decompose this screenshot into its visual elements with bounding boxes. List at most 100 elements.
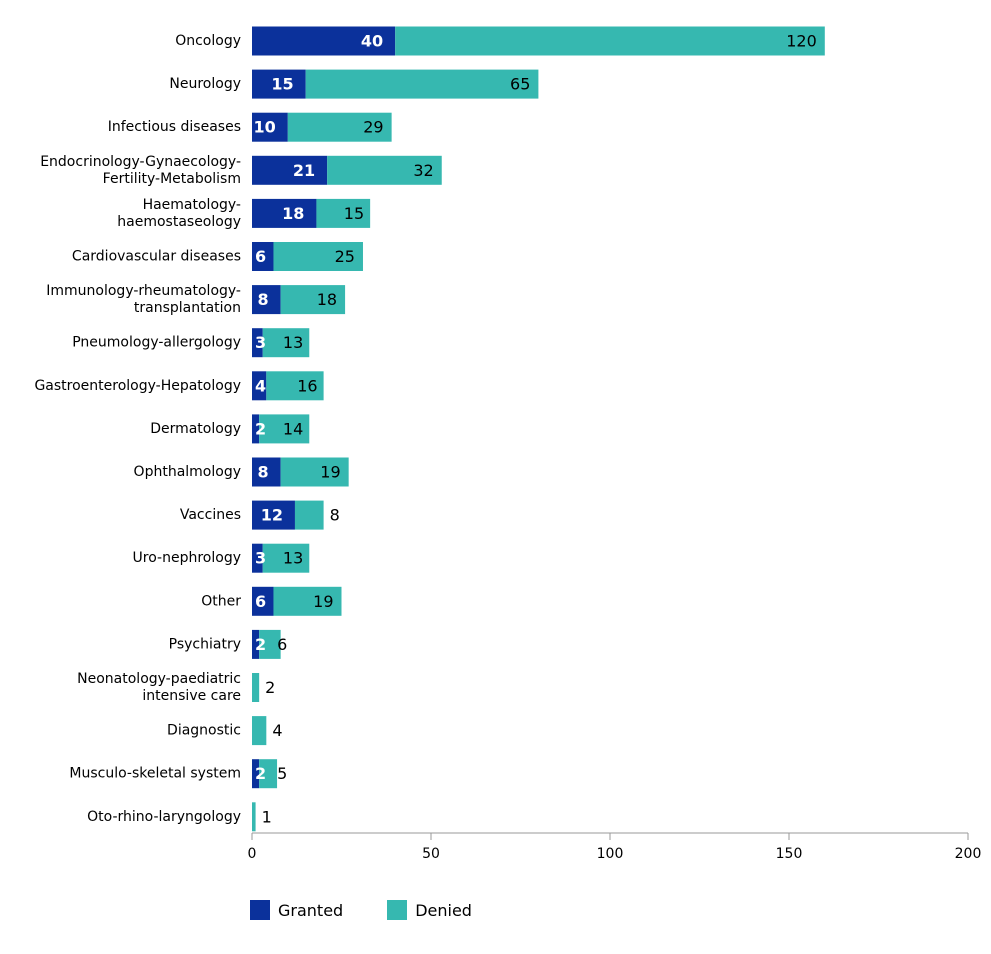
x-tick-label: 100 xyxy=(597,846,624,862)
bar-granted xyxy=(252,328,263,358)
bar-denied xyxy=(280,285,346,315)
legend-label-granted: Granted xyxy=(278,900,344,920)
bar-granted xyxy=(252,371,267,401)
bar-denied xyxy=(273,242,363,271)
category-label: Uro-nephrology xyxy=(133,550,241,566)
value-label-denied: 25 xyxy=(335,247,355,266)
value-label-granted: 6 xyxy=(255,592,266,611)
value-label-granted: 2 xyxy=(255,419,266,438)
bar-denied xyxy=(252,673,260,702)
category-label: Immunology-rheumatology-transplantation xyxy=(46,283,241,316)
bar-denied xyxy=(305,69,539,99)
bar-granted xyxy=(252,155,328,185)
category-label: Dermatology xyxy=(150,421,241,437)
value-label-granted: 3 xyxy=(255,333,266,352)
bar-denied xyxy=(262,543,310,573)
category-label: Other xyxy=(201,593,241,609)
value-label-granted: 4 xyxy=(255,376,266,395)
bar-denied xyxy=(259,759,278,789)
value-label-denied: 1 xyxy=(262,807,272,826)
bar-granted xyxy=(252,242,274,271)
category-label: Ophthalmology xyxy=(134,464,241,480)
bar-denied xyxy=(252,716,267,746)
value-label-granted: 3 xyxy=(255,549,266,568)
value-label-granted: 2 xyxy=(255,764,266,783)
value-label-denied: 13 xyxy=(283,549,303,568)
category-label: Diagnostic xyxy=(167,723,241,739)
value-label-granted: 8 xyxy=(257,290,268,309)
bar-granted xyxy=(252,285,281,315)
bar-granted xyxy=(252,500,295,530)
value-label-granted: 2 xyxy=(255,635,266,654)
value-label-denied: 4 xyxy=(272,721,282,740)
value-label-denied: 32 xyxy=(413,161,433,180)
bar-granted xyxy=(252,629,260,659)
x-tick-label: 50 xyxy=(422,846,440,862)
bar-denied xyxy=(287,112,392,142)
value-label-denied: 14 xyxy=(283,419,303,438)
value-label-granted: 21 xyxy=(293,161,315,180)
category-label: Musculo-skeletal system xyxy=(69,766,241,782)
value-label-denied: 120 xyxy=(786,32,817,51)
bar-denied xyxy=(294,500,324,530)
category-label: Cardiovascular diseases xyxy=(72,249,241,265)
legend-swatch-granted xyxy=(250,900,270,920)
bar-granted xyxy=(252,759,260,789)
category-label: Oncology xyxy=(175,33,241,49)
bar-granted xyxy=(252,586,274,616)
category-label: Gastroenterology-Hepatology xyxy=(34,378,241,394)
value-label-granted: 10 xyxy=(254,118,276,137)
value-label-denied: 2 xyxy=(265,678,275,697)
bar-denied xyxy=(262,328,310,358)
category-label: Psychiatry xyxy=(169,636,241,652)
x-tick-label: 0 xyxy=(248,846,257,862)
bar-granted xyxy=(252,543,263,573)
bar-granted xyxy=(252,198,317,228)
category-label: Oto-rhino-laryngology xyxy=(87,809,241,825)
value-label-denied: 13 xyxy=(283,333,303,352)
bar-granted xyxy=(252,69,306,99)
bar-denied xyxy=(273,586,342,616)
bar-granted xyxy=(252,414,260,444)
category-label: Endocrinology-Gynaecology-Fertility-Meta… xyxy=(40,154,241,187)
value-label-granted: 18 xyxy=(282,204,304,223)
category-label: Vaccines xyxy=(180,507,241,523)
value-label-granted: 15 xyxy=(271,75,293,94)
value-label-granted: 8 xyxy=(257,463,268,482)
x-tick-label: 200 xyxy=(955,846,982,862)
bar-denied xyxy=(252,802,256,832)
value-label-denied: 18 xyxy=(317,290,337,309)
category-label: Haematology-haemostaseology xyxy=(117,197,241,230)
value-label-granted: 40 xyxy=(361,32,383,51)
value-label-denied: 5 xyxy=(277,764,287,783)
legend-label-denied: Denied xyxy=(415,900,472,920)
legend-swatch-denied xyxy=(387,900,408,920)
value-label-denied: 8 xyxy=(330,506,340,525)
x-tick-label: 150 xyxy=(776,846,803,862)
category-labels: Oncology Neurology Infectious diseases Endo… xyxy=(34,33,241,825)
category-label: Neurology xyxy=(169,76,241,92)
bar-granted xyxy=(252,457,281,487)
category-label: Pneumology-allergology xyxy=(72,335,241,351)
value-label-denied: 6 xyxy=(277,635,287,654)
bar-denied xyxy=(327,155,442,185)
value-label-granted: 12 xyxy=(261,506,283,525)
category-label: Infectious diseases xyxy=(108,119,241,135)
value-label-denied: 29 xyxy=(363,118,383,137)
category-label: Neonatology-paediatric intensive care xyxy=(77,671,241,704)
legend-item-granted: Granted xyxy=(250,900,343,920)
value-label-denied: 16 xyxy=(297,376,317,395)
value-label-granted: 6 xyxy=(255,247,266,266)
bar-denied xyxy=(259,414,310,444)
value-label-denied: 19 xyxy=(313,592,333,611)
value-label-denied: 15 xyxy=(344,204,364,223)
legend: Granted Denied xyxy=(250,900,472,920)
bar-granted xyxy=(252,112,288,142)
legend-item-denied: Denied xyxy=(387,900,472,920)
bar-granted xyxy=(252,26,396,56)
bar-denied xyxy=(266,371,324,401)
bar-denied xyxy=(395,26,825,56)
x-axis: 0 50 100 150 200 xyxy=(248,832,982,862)
